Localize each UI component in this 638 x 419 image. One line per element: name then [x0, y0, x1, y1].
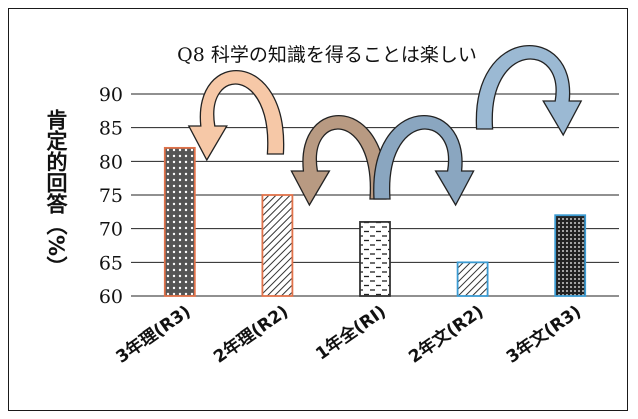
y-tick-label: 75	[99, 185, 123, 207]
curved-arrow	[475, 45, 583, 137]
y-axis-label: 肯定的回答（%）	[44, 109, 68, 277]
y-tick-label: 90	[99, 84, 123, 106]
bar	[359, 221, 391, 297]
curved-arrow	[187, 69, 285, 162]
y-tick-label: 65	[99, 252, 123, 274]
x-tick-label: 1年全(RI)	[312, 301, 390, 365]
bars	[163, 146, 587, 297]
y-tick-label: 80	[99, 151, 123, 173]
x-tick-label: 3年理(R3)	[112, 301, 195, 368]
y-tick-label: 85	[99, 118, 123, 140]
y-tick-label: 60	[99, 286, 123, 308]
x-tick-label: 3年文(R3)	[502, 301, 585, 368]
curved-arrow	[290, 114, 387, 207]
curved-arrow	[373, 114, 475, 207]
arrow-annotations	[187, 45, 583, 207]
x-tick-label: 2年理(R2)	[210, 301, 293, 368]
chart-title: Q8 科学の知識を得ることは楽しい	[177, 44, 477, 66]
x-tick-labels: 3年理(R3) 2年理(R2) 1年全(RI) 2年文(R2) 3年文(R3)	[112, 301, 585, 368]
bar	[261, 194, 294, 297]
bar	[554, 214, 587, 297]
bar	[163, 146, 196, 297]
y-tick-label: 70	[99, 219, 123, 241]
bar	[456, 261, 489, 297]
bar-chart: Q8 科学の知識を得ることは楽しい 肯定的回答（%） 60 65 70 75 80 85 9…	[44, 44, 619, 368]
x-tick-label: 2年文(R2)	[405, 301, 488, 368]
chart-frame: Q8 科学の知識を得ることは楽しい 肯定的回答（%） 60 65 70 75 80 85 9…	[8, 8, 628, 411]
y-tick-labels: 60 65 70 75 80 85 90	[99, 84, 123, 308]
